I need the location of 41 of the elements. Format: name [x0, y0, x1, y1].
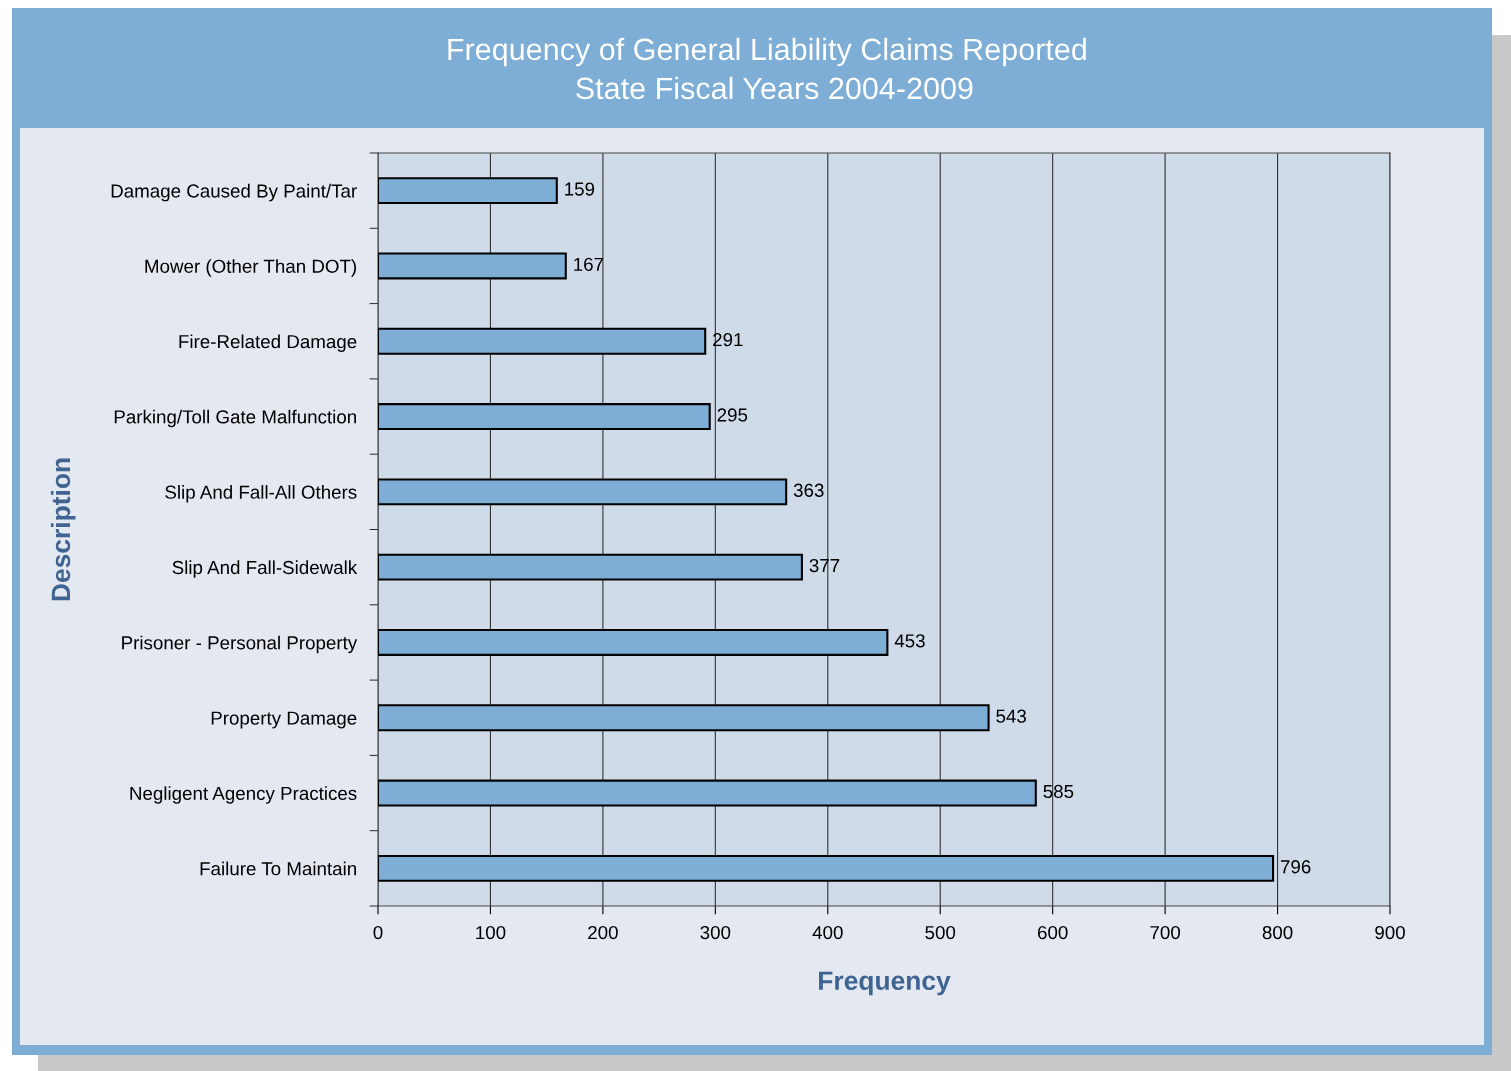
bar — [378, 628, 889, 656]
x-tick-label: 700 — [1150, 925, 1181, 940]
x-tick-label: 200 — [588, 925, 618, 940]
data-label: 796 — [1280, 860, 1311, 874]
y-tick-label: Mower (Other Than DOT) — [145, 259, 357, 277]
data-label: 363 — [793, 483, 824, 497]
x-tick-label: 300 — [700, 925, 731, 940]
y-tick-label: Negligent Agency Practices — [130, 786, 357, 804]
x-tick-label: 400 — [812, 925, 843, 940]
bar — [378, 779, 1037, 807]
data-label: 543 — [996, 709, 1026, 723]
bar — [378, 704, 990, 732]
data-label: 295 — [717, 408, 748, 422]
bar — [378, 252, 567, 280]
y-tick-label: Slip And Fall-All Others — [165, 485, 357, 503]
x-tick-label: 100 — [476, 925, 506, 940]
bar — [378, 478, 788, 506]
bar — [378, 854, 1275, 882]
data-label: 159 — [565, 182, 595, 196]
y-tick-label: Damage Caused By Paint/Tar — [111, 183, 357, 202]
bar — [378, 177, 558, 205]
chart-subtitle: State Fiscal Years 2004-2009 — [576, 76, 973, 100]
x-tick-label: 800 — [1262, 925, 1293, 940]
y-axis-title: Description — [50, 458, 76, 601]
data-label: 167 — [574, 257, 604, 271]
y-tick-label: Fire-Related Damage — [179, 334, 357, 352]
y-tick-label: Failure To Maintain — [200, 861, 356, 876]
data-label: 453 — [894, 634, 925, 648]
y-tick-label: Property Damage — [211, 711, 357, 729]
bar — [378, 553, 803, 581]
bar — [378, 403, 711, 431]
x-axis-title: Frequency — [819, 971, 951, 996]
x-tick-label: 0 — [373, 925, 383, 940]
y-tick-label: Slip And Fall-Sidewalk — [172, 560, 358, 578]
bar — [378, 327, 707, 355]
x-tick-label: 500 — [925, 925, 956, 940]
y-tick-label: Prisoner - Personal Property — [122, 635, 358, 654]
x-tick-label: 600 — [1037, 925, 1068, 940]
y-tick-label: Parking/Toll Gate Malfunction — [114, 409, 356, 428]
chart-title: Frequency of General Liability Claims Reported — [448, 37, 1086, 67]
x-tick-label: 900 — [1375, 925, 1405, 940]
